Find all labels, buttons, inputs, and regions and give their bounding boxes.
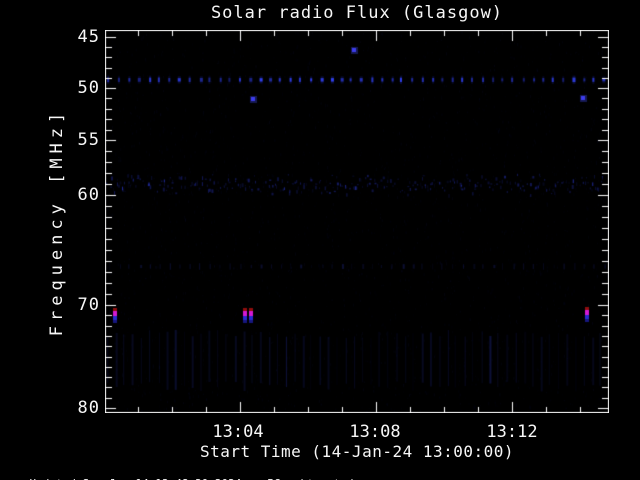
page-title: Solar radio Flux (Glasgow) bbox=[210, 3, 504, 23]
spectrogram-canvas bbox=[105, 30, 609, 413]
status-bar: Updated Sun Jan 14 13:48:20 2024 BG subtr… bbox=[3, 464, 354, 480]
x-tick-label-1308: 13:08 bbox=[349, 422, 401, 442]
updated-timestamp: Updated Sun Jan 14 13:48:20 2024 bbox=[30, 477, 242, 480]
y-tick-label-70: 70 bbox=[77, 295, 100, 315]
x-axis-label: Start Time (14-Jan-24 13:00:00) bbox=[199, 442, 515, 461]
y-tick-label-50: 50 bbox=[77, 78, 100, 98]
bg-subtracted-note: BG subtracted bbox=[267, 477, 353, 480]
x-tick-label-1312: 13:12 bbox=[486, 422, 538, 442]
y-tick-label-55: 55 bbox=[77, 130, 100, 150]
y-tick-label-45: 45 bbox=[77, 27, 100, 47]
y-axis-label: Frequency [MHz] bbox=[47, 107, 67, 337]
y-tick-label-80: 80 bbox=[77, 398, 100, 418]
x-tick-label-1304: 13:04 bbox=[212, 422, 264, 442]
spectrogram-plot bbox=[105, 30, 609, 413]
y-tick-label-60: 60 bbox=[77, 185, 100, 205]
